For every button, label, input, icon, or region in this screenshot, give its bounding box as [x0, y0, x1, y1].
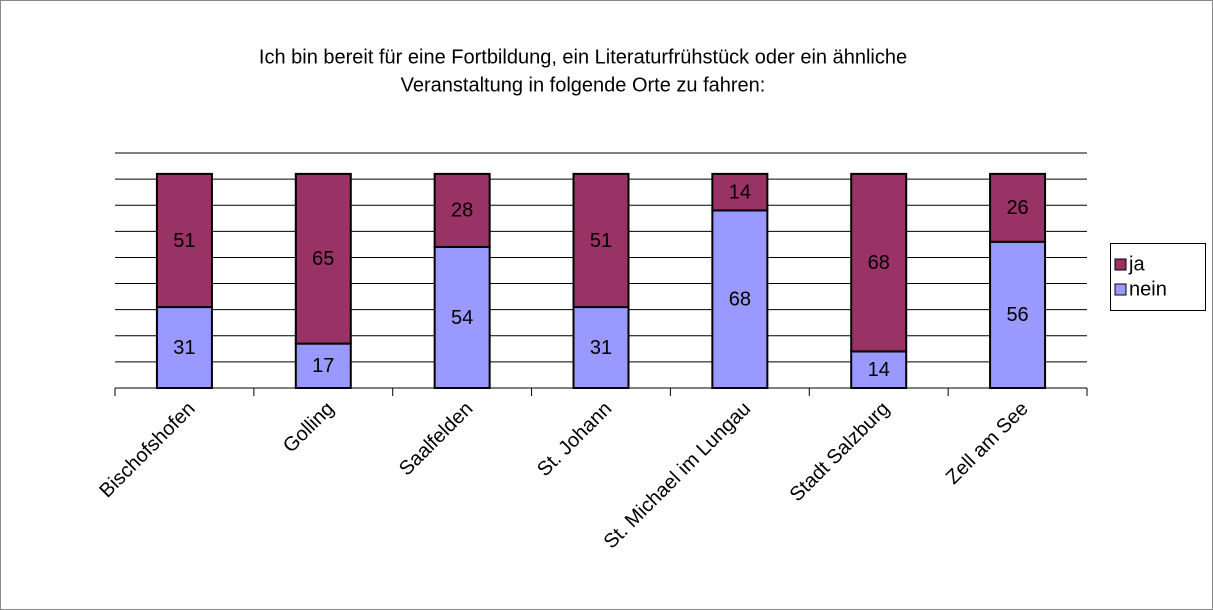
- data-label: 68: [729, 289, 751, 311]
- bar: [433, 172, 491, 248]
- data-label: 26: [1006, 197, 1028, 219]
- bar: [850, 172, 908, 353]
- data-label: 14: [729, 181, 751, 203]
- data-label: 65: [312, 248, 334, 270]
- legend-swatch: [1114, 258, 1127, 271]
- bar: [989, 172, 1047, 243]
- bar: [711, 172, 769, 212]
- bar: [711, 209, 769, 389]
- bar: [850, 350, 908, 390]
- chart-title: Ich bin bereit für eine Fortbildung, ein…: [259, 46, 907, 68]
- bar: [294, 172, 352, 345]
- data-label: 56: [1006, 304, 1028, 326]
- data-label: 68: [868, 252, 890, 274]
- data-label: 28: [451, 200, 473, 222]
- bar: [572, 306, 630, 389]
- legend-box: [1110, 243, 1206, 311]
- legend-label: nein: [1129, 278, 1167, 300]
- data-label: 14: [868, 359, 890, 381]
- data-label: 31: [590, 337, 612, 359]
- data-label: 31: [173, 337, 195, 359]
- bar: [989, 240, 1047, 389]
- bar: [155, 172, 213, 309]
- legend-label: ja: [1128, 253, 1145, 275]
- bar: [572, 172, 630, 309]
- data-label: 51: [590, 230, 612, 252]
- data-label: 51: [173, 230, 195, 252]
- bar: [155, 306, 213, 389]
- legend-swatch: [1114, 283, 1127, 296]
- data-label: 17: [312, 355, 334, 377]
- chart-title: Veranstaltung in folgende Orte zu fahren…: [401, 74, 766, 96]
- data-label: 54: [451, 307, 473, 329]
